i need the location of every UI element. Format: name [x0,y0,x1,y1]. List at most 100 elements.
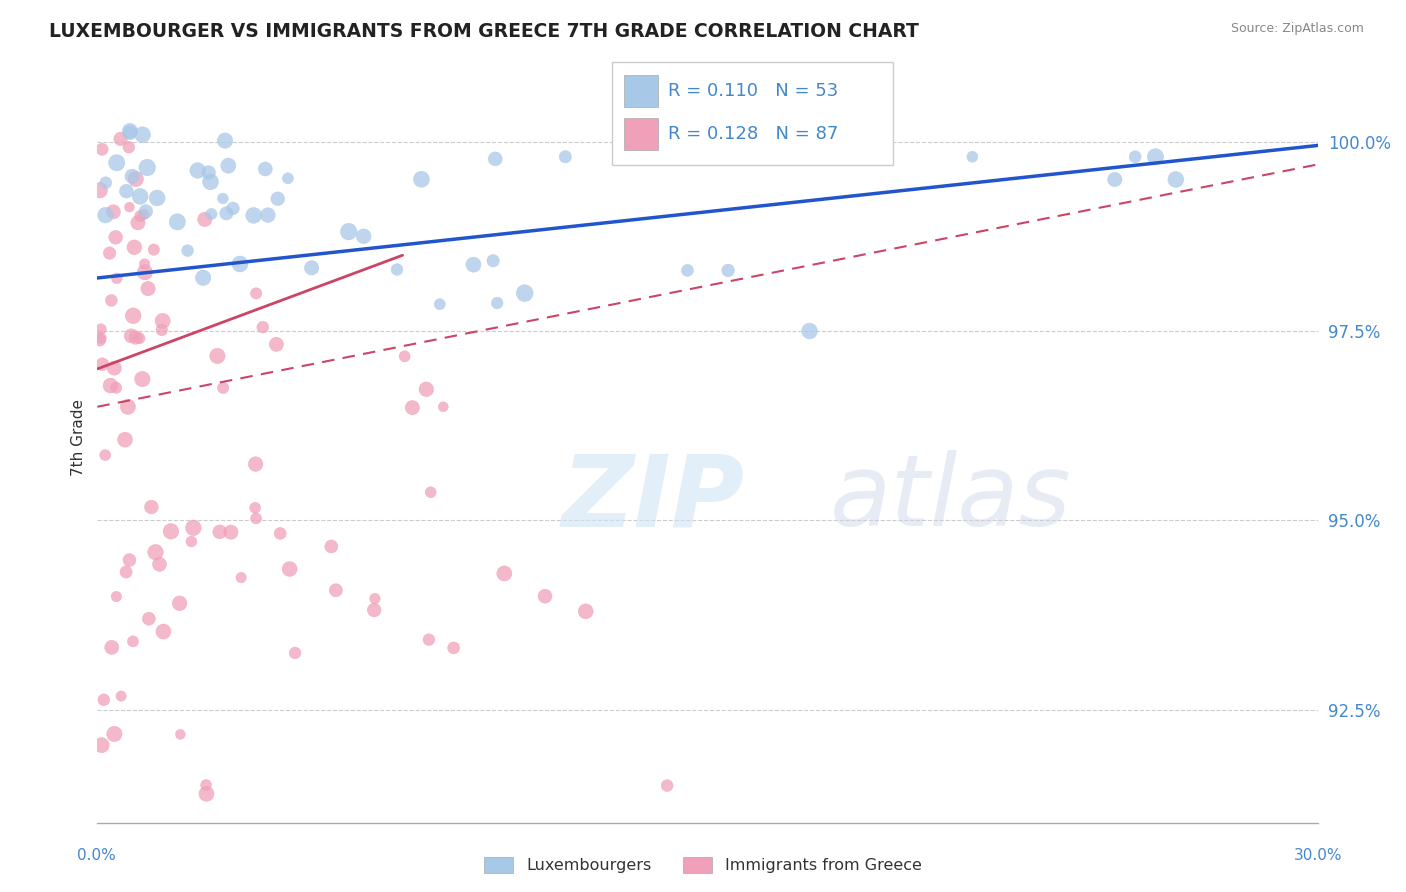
Point [394,349,416,363]
Point [142,243,165,257]
Point [222,202,245,216]
Point [183,521,205,535]
Point [219,525,242,540]
Point [1164,172,1187,186]
Text: R = 0.110   N = 53: R = 0.110 N = 53 [668,82,838,100]
Point [93,692,115,706]
Point [245,286,267,301]
Point [135,204,157,219]
Text: LUXEMBOURGER VS IMMIGRANTS FROM GREECE 7TH GRADE CORRELATION CHART: LUXEMBOURGER VS IMMIGRANTS FROM GREECE 7… [49,22,920,41]
Point [245,457,267,471]
Point [94,448,117,462]
Point [114,433,136,447]
Point [103,361,125,376]
Point [1123,150,1146,164]
Point [353,229,375,244]
Point [443,640,465,655]
Point [150,323,173,337]
Point [195,787,218,801]
Point [127,216,149,230]
Point [129,189,152,203]
Point [1104,172,1126,186]
Point [110,689,132,703]
Point [321,540,343,554]
Point [419,485,441,500]
Point [534,589,557,603]
Point [200,175,222,189]
Point [138,612,160,626]
Point [799,324,821,338]
Point [194,212,217,227]
Point [115,565,138,579]
Point [89,183,111,197]
Point [103,204,125,219]
Point [152,314,174,328]
Point [385,262,408,277]
Point [267,192,290,206]
Point [122,634,145,648]
Point [195,778,218,792]
Point [301,260,323,275]
Point [117,400,139,414]
Point [125,330,148,344]
Point [98,246,121,260]
Point [243,500,266,515]
Point [187,163,209,178]
Point [486,296,509,310]
Point [105,590,128,604]
Point [200,207,222,221]
Point [418,632,440,647]
Text: ZIP: ZIP [561,450,744,548]
Point [118,553,141,567]
Y-axis label: 7th Grade: 7th Grade [72,399,86,475]
Point [277,171,299,186]
Point [90,331,112,345]
Point [105,155,128,169]
Point [839,150,862,164]
Point [118,126,141,140]
Point [169,727,191,741]
Point [463,258,485,272]
Point [152,624,174,639]
Point [364,591,387,606]
Point [1144,150,1167,164]
Point [94,176,117,190]
Point [90,322,112,336]
Point [229,257,252,271]
Point [252,320,274,334]
Point [90,738,112,752]
Point [136,282,159,296]
Point [124,240,146,254]
Point [636,150,658,164]
Point [128,331,150,345]
Point [125,172,148,186]
Point [401,401,423,415]
Point [717,263,740,277]
Point [118,140,141,154]
Point [575,604,598,618]
Point [432,400,454,414]
Point [429,297,451,311]
Point [245,511,267,525]
Text: atlas: atlas [830,450,1071,548]
Point [134,265,156,279]
Point [284,646,307,660]
Point [94,208,117,222]
Point [208,524,231,539]
Point [214,134,236,148]
Point [131,372,153,386]
Point [110,132,132,146]
Point [120,329,142,343]
Text: 30.0%: 30.0% [1295,848,1343,863]
Text: Source: ZipAtlas.com: Source: ZipAtlas.com [1230,22,1364,36]
Point [363,603,385,617]
Point [100,293,122,308]
Point [484,152,506,166]
Point [136,161,159,175]
Point [217,159,239,173]
Point [242,208,264,222]
Point [191,270,214,285]
Point [134,257,156,271]
Point [513,286,536,301]
Point [115,184,138,198]
